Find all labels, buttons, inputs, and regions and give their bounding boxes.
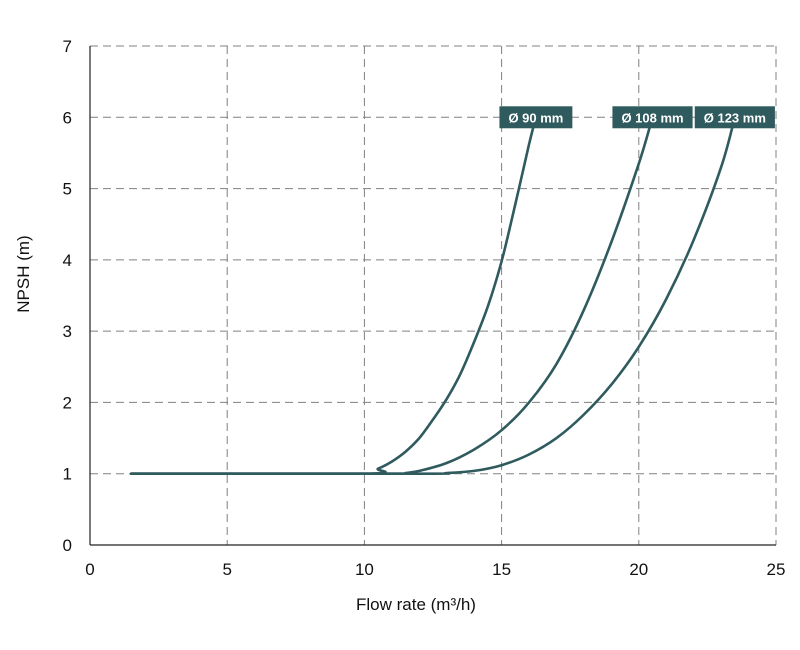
series-line	[129, 116, 737, 476]
y-tick-label: 5	[63, 180, 72, 199]
y-axis-title: NPSH (m)	[14, 235, 33, 312]
x-axis-title: Flow rate (m³/h)	[356, 595, 476, 614]
series-label-box	[612, 106, 693, 129]
y-tick-label: 7	[63, 37, 72, 56]
x-tick-label: 0	[85, 560, 94, 579]
x-tick-label: 5	[222, 560, 231, 579]
series-line	[129, 116, 538, 476]
x-tick-label: 10	[355, 560, 374, 579]
series-line	[129, 116, 654, 476]
x-tick-label: 15	[492, 560, 511, 579]
y-tick-labels: 0 1 2 3 4 5 6 7	[63, 37, 72, 555]
series-label: Ø 90 mm	[499, 106, 573, 129]
y-tick-label: 0	[63, 536, 72, 555]
y-tick-label: 6	[63, 108, 72, 127]
y-tick-label: 2	[63, 393, 72, 412]
series-label-box	[694, 106, 775, 129]
y-tick-label: 3	[63, 322, 72, 341]
series-labels: Ø 90 mm Ø 108 mm Ø 123 mm	[499, 106, 775, 129]
series-label-box	[499, 106, 573, 129]
series-label: Ø 108 mm	[612, 106, 693, 129]
x-tick-labels: 0 5 10 15 20 25	[85, 560, 785, 579]
series-lines	[129, 116, 737, 476]
y-tick-label: 4	[63, 251, 72, 270]
series-label-text: Ø 123 mm	[704, 110, 766, 125]
axes	[89, 46, 776, 546]
series-label-text: Ø 90 mm	[508, 110, 563, 125]
y-tick-label: 1	[63, 465, 72, 484]
x-tick-label: 25	[767, 560, 786, 579]
x-tick-label: 20	[629, 560, 648, 579]
series-label: Ø 123 mm	[694, 106, 775, 129]
series-label-text: Ø 108 mm	[621, 110, 683, 125]
